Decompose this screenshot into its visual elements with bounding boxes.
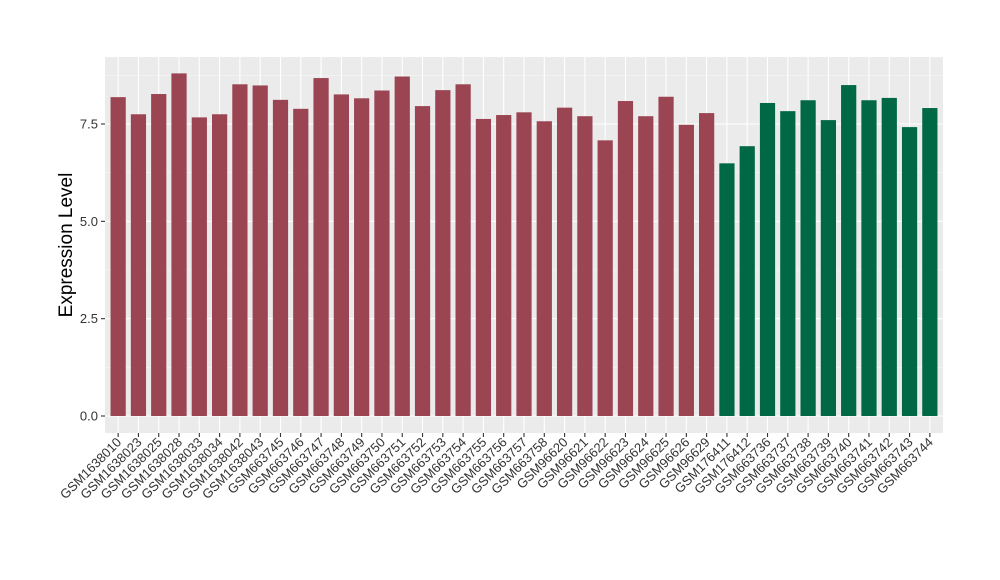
bar xyxy=(293,108,309,416)
bar xyxy=(130,114,147,417)
bar xyxy=(191,117,207,416)
bars xyxy=(110,73,938,417)
x-axis: GSM1638010GSM1638023GSM1638025GSM1638028… xyxy=(57,433,936,502)
y-axis: 0.0 2.5 5.0 7.5 xyxy=(80,117,105,424)
bar xyxy=(881,97,897,416)
bar xyxy=(638,116,654,417)
bar xyxy=(739,146,755,416)
bar xyxy=(759,102,776,416)
bar xyxy=(333,94,349,416)
bar xyxy=(536,121,552,417)
bar xyxy=(617,101,634,416)
bar xyxy=(922,108,938,416)
bar xyxy=(394,76,410,416)
bar xyxy=(414,106,431,416)
bar xyxy=(374,90,390,417)
bar xyxy=(861,100,877,416)
bar xyxy=(151,94,167,417)
bar xyxy=(577,116,593,417)
bar xyxy=(354,98,370,417)
bar xyxy=(678,124,694,416)
bar xyxy=(780,111,796,417)
y-axis-title: Expression Level xyxy=(56,173,77,318)
bar xyxy=(699,113,715,416)
bar xyxy=(597,140,613,416)
bar xyxy=(556,107,573,417)
y-tick-label: 5.0 xyxy=(80,214,98,229)
bar xyxy=(272,99,289,417)
bar xyxy=(232,84,248,416)
y-tick-label: 2.5 xyxy=(80,311,98,326)
y-tick-label: 7.5 xyxy=(80,117,98,132)
bar xyxy=(455,84,471,416)
bar xyxy=(658,96,674,416)
bar xyxy=(212,114,228,417)
bar xyxy=(820,120,836,417)
bar xyxy=(719,163,735,416)
bar xyxy=(841,85,857,416)
bar xyxy=(313,78,329,416)
bar xyxy=(171,73,187,416)
bar xyxy=(516,112,532,416)
bar xyxy=(901,127,918,417)
bar xyxy=(496,115,512,417)
y-tick-label: 0.0 xyxy=(80,409,98,424)
bar xyxy=(252,85,268,417)
bar xyxy=(110,97,126,416)
bar xyxy=(475,118,492,416)
bar xyxy=(435,90,451,416)
bar xyxy=(800,100,816,416)
